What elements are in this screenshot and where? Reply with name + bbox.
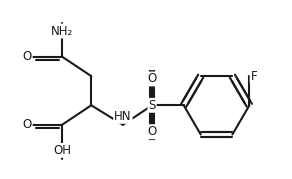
Text: O: O [147, 125, 157, 138]
Text: F: F [251, 70, 257, 83]
Text: S: S [148, 99, 156, 112]
Text: HN: HN [114, 110, 132, 123]
Text: O: O [147, 72, 157, 85]
Text: O: O [22, 50, 32, 63]
Text: O: O [22, 118, 32, 131]
Text: OH: OH [53, 144, 71, 157]
Text: NH₂: NH₂ [51, 25, 73, 38]
